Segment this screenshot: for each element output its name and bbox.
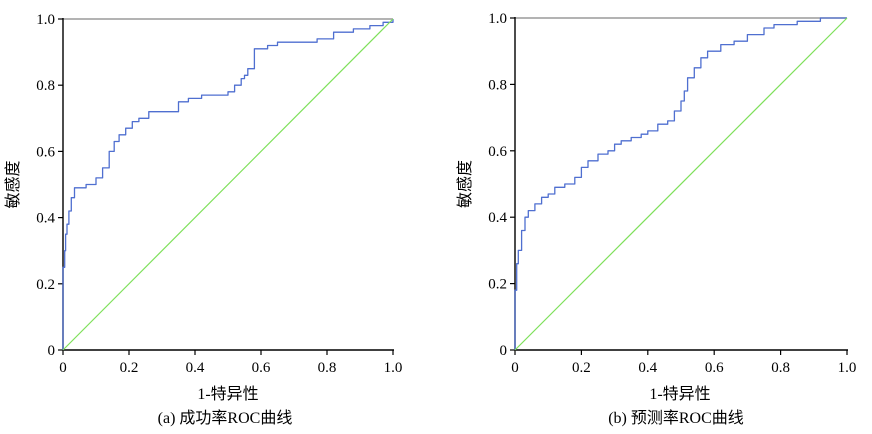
y-tick-label: 0.8 bbox=[488, 77, 507, 93]
reference-diagonal-line bbox=[62, 18, 394, 351]
y-tick-label: 0.8 bbox=[36, 78, 55, 94]
y-tick-label: 0.6 bbox=[36, 144, 55, 160]
y-tick-label: 0.4 bbox=[36, 211, 55, 227]
reference-diagonal-line bbox=[514, 17, 848, 351]
x-axis-title: 1-特异性 bbox=[197, 385, 258, 403]
x-tick-label: 0.2 bbox=[572, 360, 591, 376]
x-tick-label: 0.8 bbox=[318, 360, 337, 376]
roc-curve bbox=[514, 17, 847, 350]
x-tick-label: 0.4 bbox=[638, 360, 657, 376]
y-tick-label: 0.2 bbox=[36, 277, 55, 293]
panel-caption: (a) 成功率ROC曲线 bbox=[158, 409, 293, 427]
y-tick-label: 0.2 bbox=[488, 277, 507, 293]
x-tick-label: 0.6 bbox=[252, 360, 271, 376]
y-tick-label: 1.0 bbox=[36, 12, 55, 28]
chart-panel-b: 0 0.2 0.4 0.6 0.8 1.0 0 0.2 0.4 0.6 0.8 1.0 1-特异性 敏感度… bbox=[456, 11, 856, 427]
roc-curve bbox=[62, 19, 394, 350]
x-tick-label: 1.0 bbox=[384, 360, 403, 376]
x-tick-label: 0.4 bbox=[186, 360, 205, 376]
y-tick-label: 0 bbox=[48, 343, 56, 359]
y-axis-title: 敏感度 bbox=[456, 160, 474, 208]
x-tick-label: 1.0 bbox=[838, 360, 857, 376]
chart-panel-a: 0 0.2 0.4 0.6 0.8 1.0 0 0.2 0.4 0.6 0.8 1.0 1-特异性 敏感度… bbox=[4, 12, 402, 427]
y-tick-label: 0.6 bbox=[488, 144, 507, 160]
y-tick-label: 0 bbox=[500, 343, 508, 359]
x-tick-label: 0.8 bbox=[771, 360, 790, 376]
y-tick-label: 0.4 bbox=[488, 210, 507, 226]
x-tick-label: 0 bbox=[511, 360, 519, 376]
x-tick-label: 0 bbox=[59, 360, 67, 376]
x-axis-title: 1-特异性 bbox=[649, 385, 710, 403]
x-tick-label: 0.6 bbox=[705, 360, 724, 376]
y-tick-label: 1.0 bbox=[488, 11, 507, 27]
panel-caption: (b) 预测率ROC曲线 bbox=[608, 409, 744, 427]
y-axis-title: 敏感度 bbox=[4, 160, 22, 208]
x-tick-label: 0.2 bbox=[120, 360, 139, 376]
